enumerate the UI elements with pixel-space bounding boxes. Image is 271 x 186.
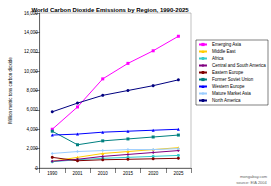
svg-text:2,000: 2,000 bbox=[26, 146, 38, 151]
svg-text:4,000: 4,000 bbox=[26, 127, 38, 132]
svg-text:Western Europe: Western Europe bbox=[212, 84, 245, 89]
svg-text:Central and South America: Central and South America bbox=[212, 63, 266, 68]
svg-text:0: 0 bbox=[35, 166, 38, 171]
svg-text:source: EIA 2004: source: EIA 2004 bbox=[236, 180, 267, 185]
svg-text:North America: North America bbox=[212, 98, 241, 103]
svg-text:2001: 2001 bbox=[72, 171, 83, 176]
svg-text:Former Soviet Union: Former Soviet Union bbox=[212, 77, 254, 82]
svg-text:10,000: 10,000 bbox=[24, 69, 38, 74]
svg-text:World Carbon Dioxide Emissions: World Carbon Dioxide Emissions by Region… bbox=[31, 7, 189, 13]
svg-text:2025: 2025 bbox=[173, 171, 184, 176]
svg-text:6,000: 6,000 bbox=[26, 107, 38, 112]
svg-text:8,000: 8,000 bbox=[26, 88, 38, 93]
svg-text:12,000: 12,000 bbox=[24, 49, 38, 54]
svg-text:mongabay.com: mongabay.com bbox=[240, 174, 268, 179]
svg-text:Eastern Europe: Eastern Europe bbox=[212, 70, 244, 75]
svg-text:1990: 1990 bbox=[47, 171, 58, 176]
svg-text:16,000: 16,000 bbox=[23, 10, 38, 16]
svg-text:Emerging Asia: Emerging Asia bbox=[212, 42, 242, 47]
svg-text:Middle East: Middle East bbox=[212, 49, 236, 54]
svg-text:14,000: 14,000 bbox=[24, 30, 38, 35]
svg-text:Mature Market Asia: Mature Market Asia bbox=[212, 91, 251, 96]
svg-text:Million metric tons carbon dio: Million metric tons carbon dioxide bbox=[8, 57, 13, 124]
svg-text:2020: 2020 bbox=[148, 171, 159, 176]
svg-text:2015: 2015 bbox=[123, 171, 134, 176]
svg-text:2010: 2010 bbox=[98, 171, 109, 176]
svg-text:Africa: Africa bbox=[212, 56, 224, 61]
